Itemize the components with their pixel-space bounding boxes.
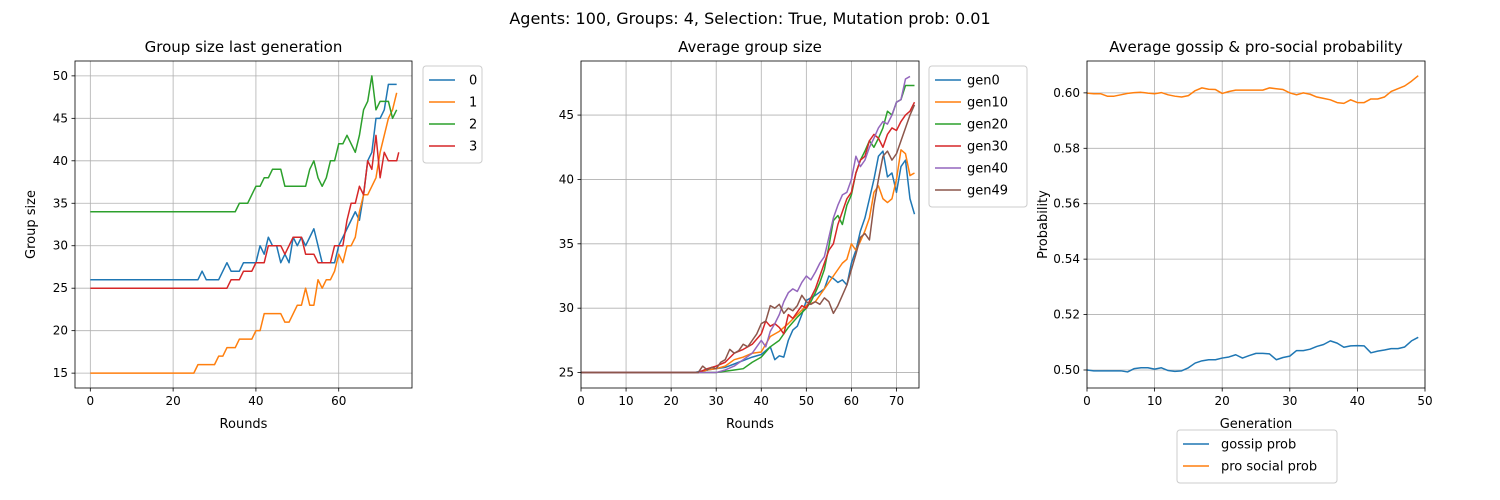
panel-average-group-size: 0 10 20 30 40 50 60 70 25 30 35 40 45 Average group s… [559,38,1028,432]
chart-title: Group size last generation [145,38,343,56]
legend-label-2: 2 [469,118,477,133]
y-axis-label: Probability [1036,190,1051,259]
series-line-3 [90,134,400,289]
y-tick-label: 0.58 [1053,141,1080,155]
x-tick-label: 50 [799,394,814,408]
legend-label-gen30: gen30 [967,140,1008,155]
x-tick-label: 30 [709,394,724,408]
series-line-gossip-prob [1086,336,1419,373]
y-tick-label: 30 [53,239,68,253]
legend-label-gen20: gen20 [967,118,1008,133]
legend-label-gen40: gen40 [967,162,1008,177]
axes-frame [74,60,413,389]
series-line-gen10 [581,149,915,374]
legend-label-gen10: gen10 [967,96,1008,111]
legend-label-pro-social-prob: pro social prob [1221,460,1317,475]
y-tick-label: 15 [53,366,68,380]
y-tick-label: 0.56 [1053,197,1080,211]
y-tick-label: 30 [559,301,574,315]
series-line-gen0 [581,150,916,374]
panel-average-probability: 0 10 20 30 40 50 0.50 0.52 0.54 0.56 0.58 0.60 Avera… [1036,38,1433,484]
legend-label-gen49: gen49 [967,184,1008,199]
x-tick-label: 20 [1215,394,1230,408]
y-tick-label: 0.50 [1053,363,1080,377]
x-tick-label: 30 [1282,394,1297,408]
axes-frame [580,60,920,389]
series-line-gen49 [581,104,916,374]
x-tick-label: 60 [331,394,346,408]
series-line-gen40 [581,75,911,374]
x-axis-label: Rounds [726,417,774,432]
y-axis-label: Group size [24,190,39,259]
y-tick-label: 45 [53,111,68,125]
x-tick-label: 40 [1350,394,1365,408]
y-tick-label: 20 [53,324,68,338]
y-tick-label: 40 [559,172,574,186]
legend-label-3: 3 [469,140,477,155]
series-line-1 [90,92,398,374]
y-tick-label: 40 [53,154,68,168]
series-line-2 [90,75,398,213]
x-tick-label: 60 [844,394,859,408]
x-tick-label: 0 [1083,394,1091,408]
x-tick-label: 20 [165,394,180,408]
series-line-pro-social-prob [1086,75,1419,105]
legend-label-gossip-prob: gossip prob [1221,438,1296,453]
legend-box [422,65,483,164]
series-line-gen20 [581,84,915,374]
x-tick-label: 40 [754,394,769,408]
y-tick-label: 0.54 [1053,252,1080,266]
x-tick-label: 70 [889,394,904,408]
legend-label-gen0: gen0 [967,74,1000,89]
legend-label-1: 1 [469,96,477,111]
legend-box [1176,429,1338,484]
x-tick-label: 0 [577,394,585,408]
series-line-gen30 [581,101,916,374]
x-tick-label: 10 [618,394,633,408]
series-line-0 [90,83,397,281]
x-tick-label: 20 [663,394,678,408]
axes-frame [1086,60,1426,389]
y-tick-label: 0.60 [1053,86,1080,100]
y-tick-label: 25 [53,281,68,295]
y-tick-label: 50 [53,69,68,83]
x-axis-label: Rounds [220,417,268,432]
x-tick-label: 10 [1147,394,1162,408]
x-tick-label: 40 [248,394,263,408]
y-tick-label: 25 [559,366,574,380]
x-tick-label: 50 [1417,394,1432,408]
legend-label-0: 0 [469,74,477,89]
y-tick-label: 35 [559,237,574,251]
chart-title: Average gossip & pro-social probability [1109,38,1403,56]
x-tick-label: 0 [86,394,94,408]
figure-suptitle: Agents: 100, Groups: 4, Selection: True,… [509,9,990,28]
x-axis-label: Generation [1220,417,1293,432]
y-tick-label: 45 [559,108,574,122]
y-tick-label: 35 [53,196,68,210]
chart-title: Average group size [678,38,822,56]
y-tick-label: 0.52 [1053,308,1080,322]
